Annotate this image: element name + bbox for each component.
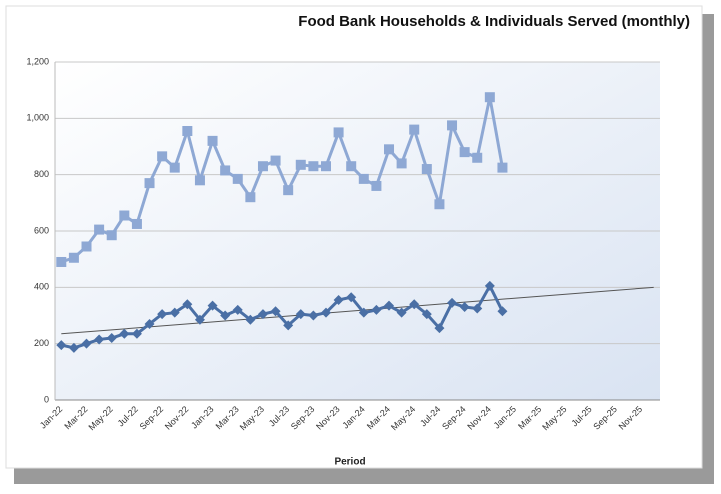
marker <box>497 162 508 173</box>
marker <box>131 218 142 229</box>
marker <box>245 314 256 325</box>
marker <box>56 340 67 351</box>
marker <box>308 310 319 321</box>
marker <box>94 334 105 345</box>
marker <box>295 309 306 320</box>
marker <box>396 158 407 169</box>
marker <box>81 241 92 252</box>
marker <box>308 161 319 172</box>
marker <box>194 314 205 325</box>
marker <box>131 328 142 339</box>
marker <box>157 309 168 320</box>
marker <box>119 210 130 221</box>
marker <box>232 173 243 184</box>
marker <box>384 144 395 155</box>
marker <box>333 295 344 306</box>
marker <box>459 302 470 313</box>
marker <box>384 300 395 311</box>
y-tick-label: 200 <box>34 338 49 348</box>
marker <box>358 173 369 184</box>
marker <box>434 199 445 210</box>
marker <box>207 135 218 146</box>
trendline <box>61 286 654 335</box>
marker <box>320 161 331 172</box>
marker <box>157 151 168 162</box>
marker <box>295 159 306 170</box>
marker <box>144 318 155 329</box>
marker <box>245 192 256 203</box>
marker <box>182 299 193 310</box>
y-tick-label: 1,000 <box>26 113 49 123</box>
marker <box>333 127 344 138</box>
marker <box>106 333 117 344</box>
marker <box>232 304 243 315</box>
marker <box>169 307 180 318</box>
marker <box>472 303 483 314</box>
marker <box>119 328 130 339</box>
marker <box>371 304 382 315</box>
x-axis-title: Period <box>334 457 365 468</box>
y-tick-label: 0 <box>44 394 49 404</box>
y-tick-label: 600 <box>34 225 49 235</box>
marker <box>106 230 117 241</box>
marker <box>358 307 369 318</box>
marker <box>270 155 281 166</box>
marker <box>320 307 331 318</box>
marker <box>270 306 281 317</box>
marker <box>68 342 79 353</box>
marker <box>447 120 458 131</box>
marker <box>257 309 268 320</box>
marker <box>447 297 458 308</box>
marker <box>396 307 407 318</box>
marker <box>472 152 483 163</box>
marker <box>497 306 508 317</box>
y-tick-label: 400 <box>34 282 49 292</box>
marker <box>182 126 193 137</box>
marker <box>409 299 420 310</box>
marker <box>68 252 79 263</box>
marker <box>220 165 231 176</box>
marker <box>283 320 294 331</box>
marker <box>421 164 432 175</box>
marker <box>409 124 420 135</box>
marker <box>257 161 268 172</box>
chart-title: Food Bank Households & Individuals Serve… <box>298 13 690 30</box>
y-tick-label: 1,200 <box>26 56 49 66</box>
marker <box>421 309 432 320</box>
marker <box>56 256 67 267</box>
y-tick-label: 800 <box>34 169 49 179</box>
marker <box>434 323 445 334</box>
marker <box>207 300 218 311</box>
marker <box>459 147 470 158</box>
marker <box>94 224 105 235</box>
marker <box>194 175 205 186</box>
marker <box>169 162 180 173</box>
marker <box>371 180 382 191</box>
marker <box>346 292 357 303</box>
marker <box>144 178 155 189</box>
marker <box>220 310 231 321</box>
marker <box>283 185 294 196</box>
marker <box>484 92 495 103</box>
marker <box>346 161 357 172</box>
marker <box>484 280 495 291</box>
marker <box>81 338 92 349</box>
